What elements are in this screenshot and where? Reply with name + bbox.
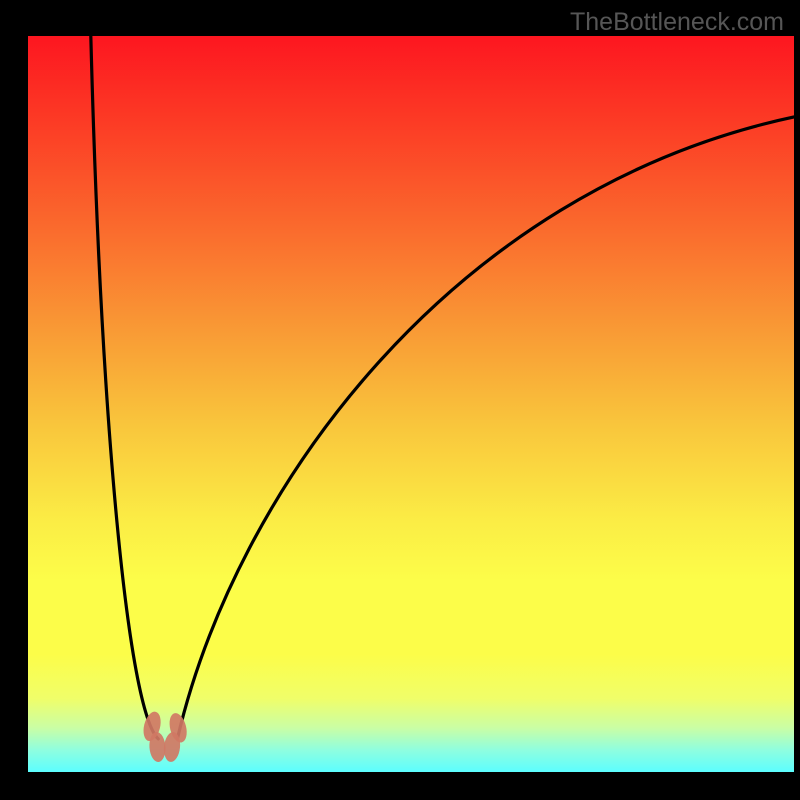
right-curve xyxy=(177,117,794,739)
left-curve xyxy=(91,36,158,739)
watermark-label: TheBottleneck.com xyxy=(570,8,784,37)
curves-layer xyxy=(0,0,800,800)
chart-stage: TheBottleneck.com xyxy=(0,0,800,800)
